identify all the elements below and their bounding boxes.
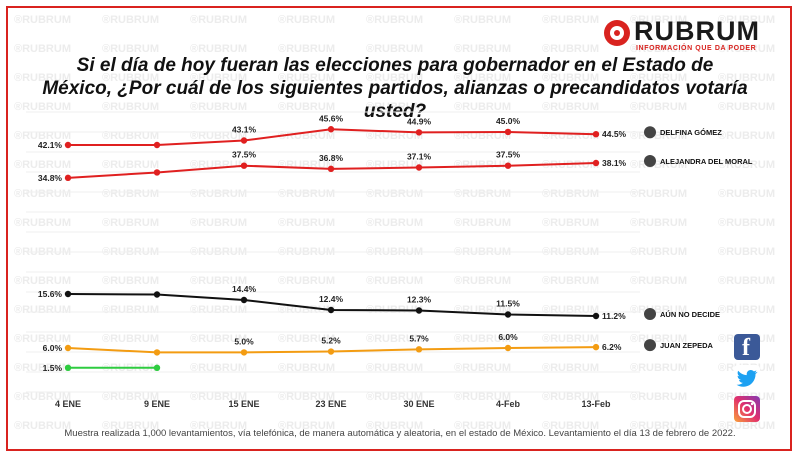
data-label: 34.8% — [38, 173, 63, 183]
data-point — [153, 364, 161, 371]
data-label: 45.6% — [319, 113, 344, 123]
legend-label: JUAN ZEPEDA — [660, 341, 714, 350]
data-point — [504, 311, 512, 318]
legend-label: DELFINA GÓMEZ — [660, 128, 722, 137]
data-point — [64, 344, 72, 352]
facebook-icon[interactable]: f — [734, 334, 760, 361]
legend-label: AÚN NO DECIDE — [660, 310, 720, 319]
data-point — [153, 141, 161, 149]
x-tick-label: 4 ENE — [55, 399, 81, 409]
data-point — [592, 131, 600, 138]
x-tick-label: 15 ENE — [228, 399, 259, 409]
data-label: 15.6% — [38, 289, 63, 299]
data-point — [504, 344, 512, 352]
instagram-icon[interactable] — [734, 396, 760, 422]
data-point — [240, 296, 248, 304]
data-point — [504, 128, 512, 136]
data-point — [327, 348, 335, 355]
data-point — [504, 162, 512, 169]
data-label: 44.9% — [407, 116, 432, 126]
data-point — [240, 162, 248, 169]
logo-wordmark: RUBRUM — [634, 16, 760, 46]
data-label: 37.5% — [496, 150, 521, 160]
data-label: 6.0% — [43, 343, 63, 353]
chart-frame — [6, 6, 792, 451]
data-label: 5.7% — [409, 333, 429, 343]
data-point — [327, 165, 335, 173]
logo-tagline: INFORMACIÓN QUE DA PODER — [636, 45, 757, 52]
x-tick-label: 9 ENE — [144, 399, 170, 409]
data-label: 38.1% — [602, 158, 627, 168]
footnote: Muestra realizada 1,000 levantamientos, … — [64, 428, 736, 439]
data-label: 12.3% — [407, 295, 432, 305]
logo-mark-icon — [604, 20, 630, 46]
data-point — [592, 343, 600, 351]
data-point — [592, 159, 600, 167]
data-point — [240, 349, 248, 356]
data-point — [415, 129, 423, 136]
candidate-avatar — [644, 308, 656, 320]
data-label: 36.8% — [319, 153, 344, 163]
legend-label: ALEJANDRA DEL MORAL — [660, 157, 753, 166]
candidate-avatar — [644, 126, 656, 139]
candidate-avatar — [644, 339, 656, 352]
data-label: 11.5% — [496, 299, 520, 309]
twitter-icon[interactable] — [734, 365, 760, 391]
data-point — [64, 174, 72, 182]
data-label: 14.4% — [232, 284, 257, 294]
x-tick-label: 30 ENE — [403, 399, 434, 409]
x-tick-label: 23 ENE — [315, 399, 346, 409]
data-point — [592, 312, 600, 320]
x-tick-label: 13-Feb — [581, 399, 611, 409]
data-label: 1.5% — [43, 363, 63, 373]
data-label: 12.4% — [319, 294, 344, 304]
data-label: 6.0% — [498, 332, 518, 342]
x-tick-label: 4-Feb — [496, 399, 521, 409]
data-label: 42.1% — [38, 140, 63, 150]
data-label: 37.1% — [407, 152, 432, 162]
data-point — [240, 137, 248, 144]
data-point — [64, 364, 72, 371]
data-label: 43.1% — [232, 125, 257, 135]
data-label: 11.2% — [602, 311, 626, 321]
data-point — [415, 164, 423, 171]
data-point — [327, 306, 335, 314]
data-label: 5.0% — [234, 336, 254, 346]
candidate-avatar — [644, 155, 656, 167]
data-label: 45.0% — [496, 116, 521, 126]
data-point — [415, 307, 423, 314]
data-point — [327, 126, 335, 133]
chart-title: Si el día de hoy fueran las elecciones p… — [42, 55, 748, 122]
data-point — [415, 346, 423, 353]
data-label: 44.5% — [602, 129, 627, 139]
data-label: 5.2% — [321, 336, 341, 346]
data-point — [64, 141, 72, 149]
rubrum-logo: RUBRUM INFORMACIÓN QUE DA PODER — [604, 16, 784, 56]
data-point — [153, 169, 161, 176]
data-label: 37.5% — [232, 150, 257, 160]
data-label: 6.2% — [602, 342, 622, 352]
data-point — [153, 349, 161, 356]
data-point — [153, 291, 161, 298]
data-point — [64, 290, 72, 298]
